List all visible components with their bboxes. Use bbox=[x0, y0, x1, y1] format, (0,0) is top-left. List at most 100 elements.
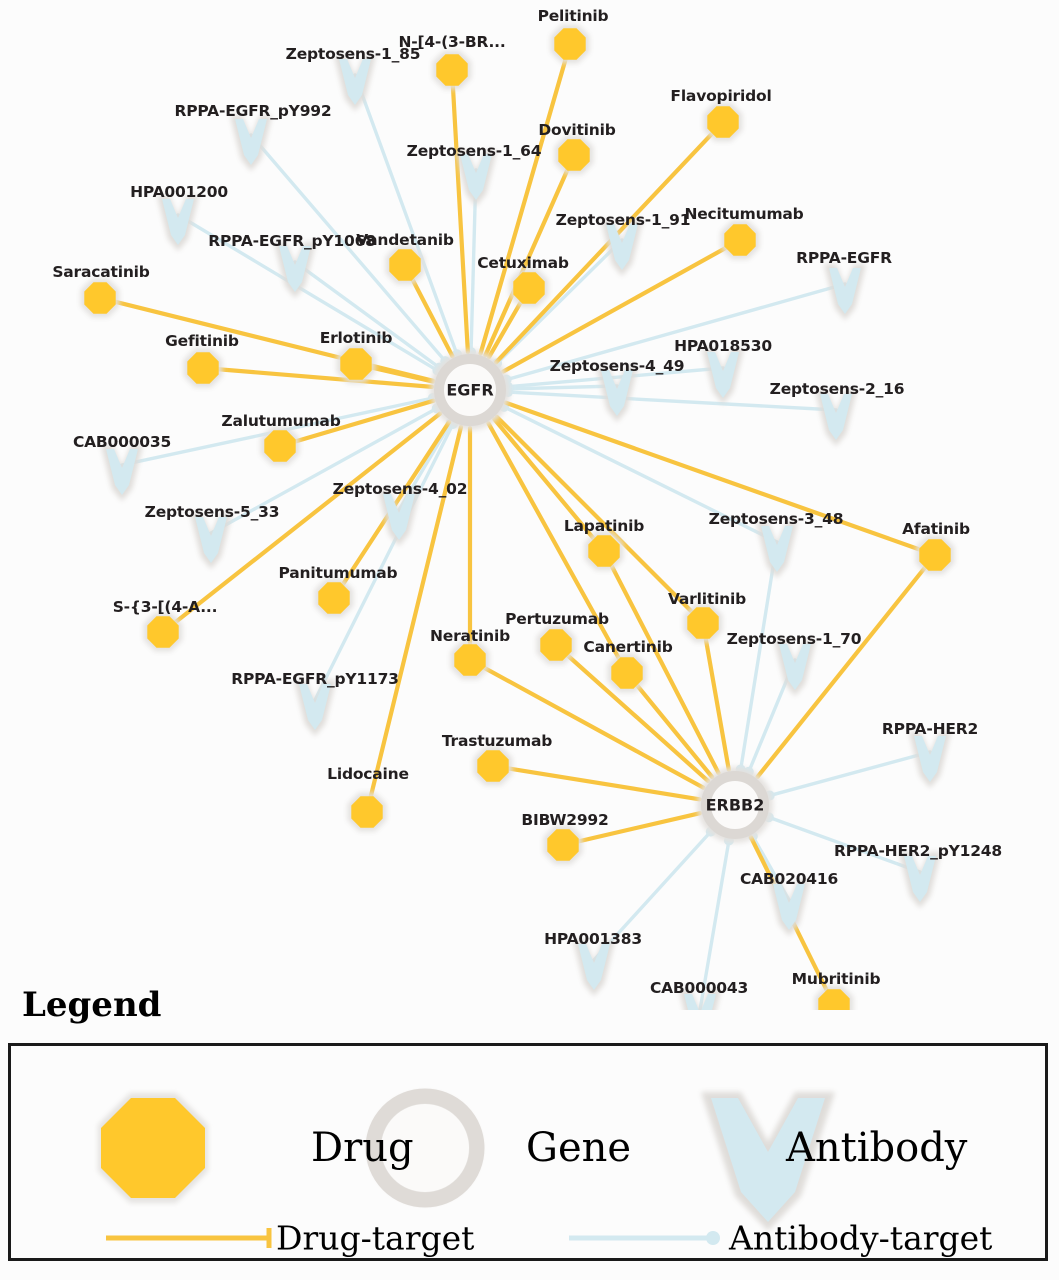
edge bbox=[209, 406, 439, 535]
legend-antibody-target-edge bbox=[569, 1231, 720, 1245]
antibody-node[interactable] bbox=[768, 880, 810, 936]
antibody-icon bbox=[779, 644, 811, 690]
antibody-node[interactable] bbox=[334, 55, 376, 111]
drug-node[interactable] bbox=[260, 426, 300, 466]
antibody-node[interactable] bbox=[573, 940, 615, 996]
antibody-icon bbox=[707, 352, 739, 398]
drug-icon bbox=[147, 616, 179, 648]
drug-node[interactable] bbox=[314, 578, 354, 618]
drug-icon bbox=[919, 539, 951, 571]
drug-node[interactable] bbox=[536, 625, 576, 665]
edge bbox=[698, 838, 731, 1010]
edge bbox=[700, 620, 731, 772]
antibody-icon bbox=[162, 199, 194, 245]
drug-icon bbox=[187, 352, 219, 384]
edge bbox=[486, 421, 630, 676]
antibody-node[interactable] bbox=[378, 490, 420, 546]
edge bbox=[483, 152, 577, 358]
antibody-node[interactable] bbox=[157, 195, 199, 251]
legend-title: Legend bbox=[22, 985, 162, 1025]
drug-node[interactable] bbox=[509, 268, 549, 308]
antibody-node[interactable] bbox=[596, 366, 638, 422]
antibody-icon bbox=[460, 154, 492, 200]
drug-node[interactable] bbox=[543, 825, 583, 865]
antibody-node[interactable] bbox=[702, 348, 744, 404]
edge bbox=[353, 73, 459, 357]
edge bbox=[501, 237, 743, 374]
antibody-node[interactable] bbox=[101, 445, 143, 501]
drug-node[interactable] bbox=[607, 653, 647, 693]
antibody-node[interactable] bbox=[909, 732, 951, 788]
legend-graphics bbox=[98, 1088, 835, 1248]
drug-node[interactable] bbox=[336, 344, 376, 384]
antibody-node[interactable] bbox=[774, 640, 816, 696]
antibody-icon bbox=[914, 736, 946, 782]
antibody-icon bbox=[383, 494, 415, 540]
antibody-icon bbox=[820, 394, 852, 440]
antibody-icon bbox=[904, 856, 936, 902]
antibody-node[interactable] bbox=[294, 680, 336, 736]
antibody-node[interactable] bbox=[679, 990, 721, 1010]
antibody-node[interactable] bbox=[230, 115, 272, 171]
edge bbox=[601, 548, 721, 776]
drug-node[interactable] bbox=[554, 135, 594, 175]
edge bbox=[738, 540, 779, 772]
drug-icon bbox=[554, 28, 586, 60]
drug-icon bbox=[84, 282, 116, 314]
drug-node[interactable] bbox=[432, 50, 472, 90]
legend-drug-icon bbox=[98, 1093, 208, 1203]
antibody-node[interactable] bbox=[274, 242, 316, 298]
legend-antibody-icon bbox=[701, 1092, 835, 1231]
drug-icon bbox=[264, 430, 296, 462]
drug-node[interactable] bbox=[183, 348, 223, 388]
edge bbox=[277, 398, 436, 449]
edge bbox=[624, 670, 715, 780]
drug-icon bbox=[454, 644, 486, 676]
drug-icon bbox=[707, 106, 739, 138]
edge bbox=[364, 424, 464, 815]
edge bbox=[504, 282, 847, 382]
antibody-node[interactable] bbox=[455, 150, 497, 206]
antibody-node[interactable] bbox=[756, 522, 798, 578]
drug-node[interactable] bbox=[720, 220, 760, 260]
drug-icon bbox=[513, 272, 545, 304]
drug-node[interactable] bbox=[347, 792, 387, 832]
drug-node[interactable] bbox=[450, 640, 490, 680]
antibody-node[interactable] bbox=[824, 264, 866, 320]
drug-node[interactable] bbox=[473, 746, 513, 786]
antibody-icon bbox=[299, 684, 331, 730]
edge bbox=[506, 366, 725, 389]
edge bbox=[502, 405, 779, 544]
drug-icon bbox=[558, 139, 590, 171]
edge bbox=[200, 365, 435, 389]
drug-node[interactable] bbox=[683, 603, 723, 643]
legend-box: Drug Gene Antibody Drug-target Antibody-… bbox=[8, 1043, 1048, 1261]
gene-icon-center bbox=[445, 365, 495, 415]
drug-node[interactable] bbox=[80, 278, 120, 318]
edge bbox=[467, 657, 706, 790]
antibody-icon bbox=[773, 884, 805, 930]
edge bbox=[490, 763, 702, 802]
drug-node[interactable] bbox=[385, 245, 425, 285]
drug-node[interactable] bbox=[584, 531, 624, 571]
gene-icon-center bbox=[712, 782, 758, 828]
legend-drug-target-edge bbox=[106, 1228, 272, 1248]
antibody-icon bbox=[106, 449, 138, 495]
drug-node[interactable] bbox=[703, 102, 743, 142]
edge bbox=[494, 414, 706, 626]
antibody-node[interactable] bbox=[899, 852, 941, 908]
drug-node[interactable] bbox=[814, 985, 854, 1010]
network-canvas bbox=[80, 24, 955, 1010]
antibody-node[interactable] bbox=[601, 220, 643, 276]
drug-node[interactable] bbox=[915, 535, 955, 575]
gene-node-egfr[interactable] bbox=[430, 350, 510, 430]
antibody-node[interactable] bbox=[190, 513, 232, 569]
gene-node-erbb2[interactable] bbox=[697, 767, 773, 843]
edge bbox=[449, 67, 470, 355]
edge bbox=[506, 390, 838, 412]
antibody-icon bbox=[684, 994, 716, 1010]
drug-node[interactable] bbox=[550, 24, 590, 64]
drug-node[interactable] bbox=[143, 612, 183, 652]
antibody-node[interactable] bbox=[815, 390, 857, 446]
